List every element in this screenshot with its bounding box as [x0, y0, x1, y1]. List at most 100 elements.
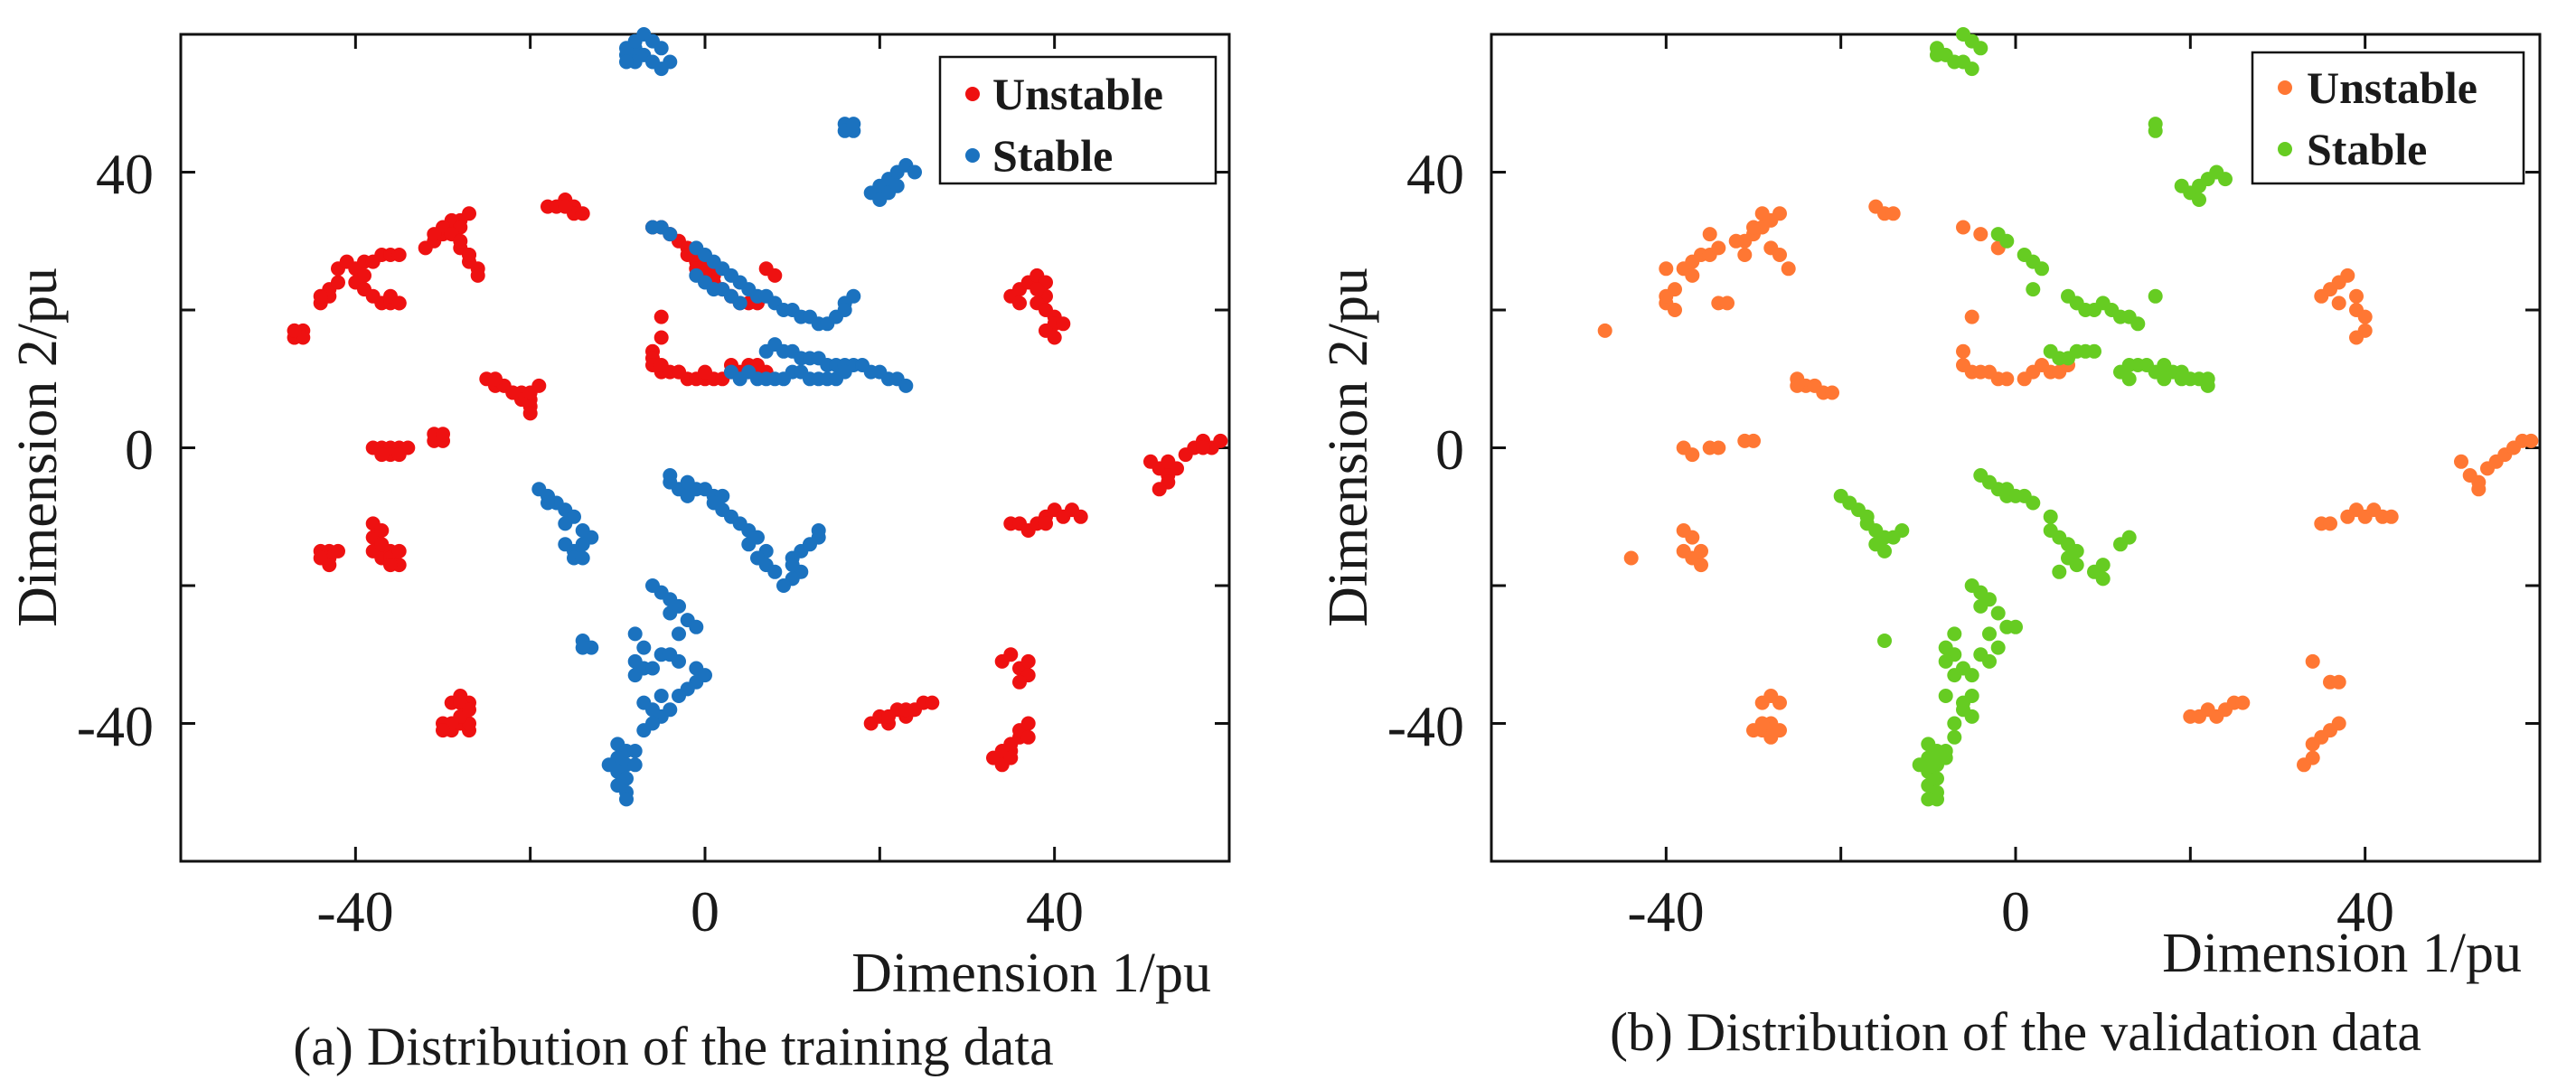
point-unstable [391, 543, 407, 559]
point-unstable [1003, 750, 1019, 765]
point-stable [627, 33, 643, 49]
ytick-label-1: 0 [1435, 418, 1464, 482]
xtick-label-0: -40 [316, 879, 393, 943]
point-unstable [1825, 385, 1839, 400]
legend-label-stable: Stable [2307, 124, 2427, 174]
point-stable [1973, 41, 1988, 56]
point-unstable [2331, 296, 2346, 311]
ytick-label-0: -40 [77, 694, 154, 758]
point-unstable [1597, 323, 1612, 338]
point-unstable [1772, 723, 1787, 738]
point-unstable [1685, 530, 1700, 545]
point-stable [653, 41, 669, 56]
point-unstable [462, 702, 476, 718]
point-unstable [2340, 268, 2355, 283]
point-unstable [1020, 653, 1036, 669]
point-stable [1930, 47, 1944, 62]
point-stable [541, 495, 555, 511]
point-unstable [1012, 296, 1027, 311]
xtick-label-2: 40 [1026, 879, 1084, 943]
point-unstable [1012, 674, 1027, 690]
point-stable [2069, 543, 2084, 559]
point-unstable [2349, 288, 2364, 304]
point-unstable [1685, 268, 1700, 283]
point-unstable [287, 323, 302, 338]
caption: (a) Distribution of the training data [293, 1017, 1053, 1076]
point-unstable [1702, 227, 1717, 242]
y-axis-title: Dimension 2/pu [7, 268, 69, 627]
point-unstable [1746, 433, 1761, 448]
point-stable [663, 702, 678, 718]
point-unstable [1746, 220, 1761, 235]
point-unstable [1754, 206, 1770, 221]
point-unstable [1003, 647, 1019, 662]
point-stable [1877, 634, 1892, 648]
y-axis-title: Dimension 2/pu [1318, 268, 1379, 627]
point-stable [672, 689, 686, 703]
point-unstable [505, 385, 521, 400]
point-stable [1947, 729, 1962, 745]
point-unstable [1161, 454, 1176, 469]
point-stable [575, 640, 590, 655]
point-stable [1982, 653, 1997, 669]
point-unstable [1973, 227, 1988, 242]
x-axis-title: Dimension 1/pu [851, 943, 1211, 1004]
point-unstable [767, 268, 783, 283]
x-axis-title: Dimension 1/pu [2162, 923, 2522, 984]
point-unstable [558, 199, 573, 214]
point-stable [706, 495, 721, 511]
point-stable [2121, 530, 2137, 545]
point-unstable [436, 723, 450, 738]
point-stable [2087, 343, 2101, 359]
point-stable [1999, 233, 2015, 249]
point-unstable [436, 427, 450, 442]
point-stable [2026, 495, 2041, 511]
point-stable [2174, 371, 2189, 387]
point-unstable [391, 447, 407, 463]
point-unstable [2331, 674, 2346, 690]
point-unstable [1956, 343, 1970, 359]
point-unstable [453, 233, 468, 249]
point-unstable [1213, 433, 1228, 448]
point-stable [619, 54, 634, 70]
point-unstable [1029, 282, 1045, 297]
point-unstable [522, 385, 538, 400]
point-unstable [462, 206, 476, 221]
point-stable [1973, 598, 1988, 614]
caption: (b) Distribution of the validation data [1610, 1002, 2421, 1062]
point-stable [898, 378, 914, 393]
point-unstable [881, 709, 896, 724]
point-unstable [331, 543, 345, 559]
point-unstable [672, 364, 686, 380]
ytick-label-0: -40 [1387, 694, 1464, 758]
ytick-label-2: 40 [96, 142, 154, 206]
point-stable [811, 523, 826, 538]
point-stable [785, 558, 800, 573]
point-unstable [313, 550, 328, 566]
point-stable [672, 626, 686, 642]
point-stable [645, 661, 660, 676]
point-unstable [470, 268, 485, 283]
ytick-label-2: 40 [1406, 142, 1464, 206]
panel-training: -40 0 40 -40 0 40 Dimension 1/pu Dimensi… [7, 27, 1231, 1076]
point-unstable [1020, 716, 1036, 731]
point-unstable [1737, 248, 1753, 262]
point-stable [2095, 571, 2111, 587]
point-unstable [1781, 261, 1796, 277]
point-unstable [575, 206, 590, 221]
point-stable [663, 606, 678, 621]
point-stable [601, 757, 616, 773]
scatter-points [287, 27, 1228, 807]
point-unstable [1990, 371, 2006, 387]
point-stable [1990, 640, 2006, 655]
point-stable [741, 537, 757, 552]
point-stable [1947, 716, 1962, 731]
point-unstable [488, 371, 503, 387]
point-unstable [653, 309, 669, 324]
point-unstable [2235, 695, 2251, 710]
legend-box [2251, 51, 2525, 185]
point-unstable [391, 296, 407, 311]
point-unstable [1056, 316, 1071, 332]
point-stable [1859, 509, 1875, 524]
point-stable [2052, 351, 2067, 366]
